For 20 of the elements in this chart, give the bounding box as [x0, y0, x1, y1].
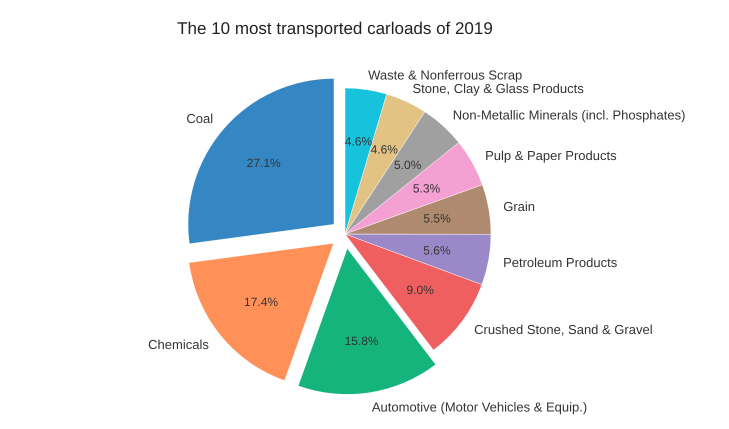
data-label: 5.5%	[423, 211, 452, 226]
slice-label: Pulp & Paper Products	[485, 148, 618, 164]
chart-title: The 10 most transported carloads of 2019	[177, 19, 493, 38]
data-label: 9.0%	[406, 282, 434, 297]
data-label: 15.8%	[344, 334, 379, 348]
slice-label: Grain	[503, 199, 536, 214]
data-label: 17.4%	[244, 295, 278, 310]
data-label: 5.3%	[412, 182, 441, 196]
slice-label: Coal	[186, 111, 214, 126]
slice-label: Stone, Clay & Glass Products	[412, 80, 584, 96]
slice-label: Non-Metallic Minerals (incl. Phosphates)	[452, 108, 686, 123]
slice-label: Waste & Nonferrous Scrap	[368, 68, 522, 83]
slice-label: Automotive (Motor Vehicles & Equip.)	[372, 400, 588, 415]
data-label: 5.6%	[423, 244, 451, 258]
slice-label: Petroleum Products	[503, 254, 618, 270]
slice-label: Chemicals	[148, 336, 210, 352]
slice-label: Crushed Stone, Sand & Gravel	[474, 322, 653, 338]
data-label: 27.1%	[246, 156, 282, 170]
data-label: 4.6%	[370, 142, 398, 156]
data-label: 5.0%	[394, 158, 422, 172]
